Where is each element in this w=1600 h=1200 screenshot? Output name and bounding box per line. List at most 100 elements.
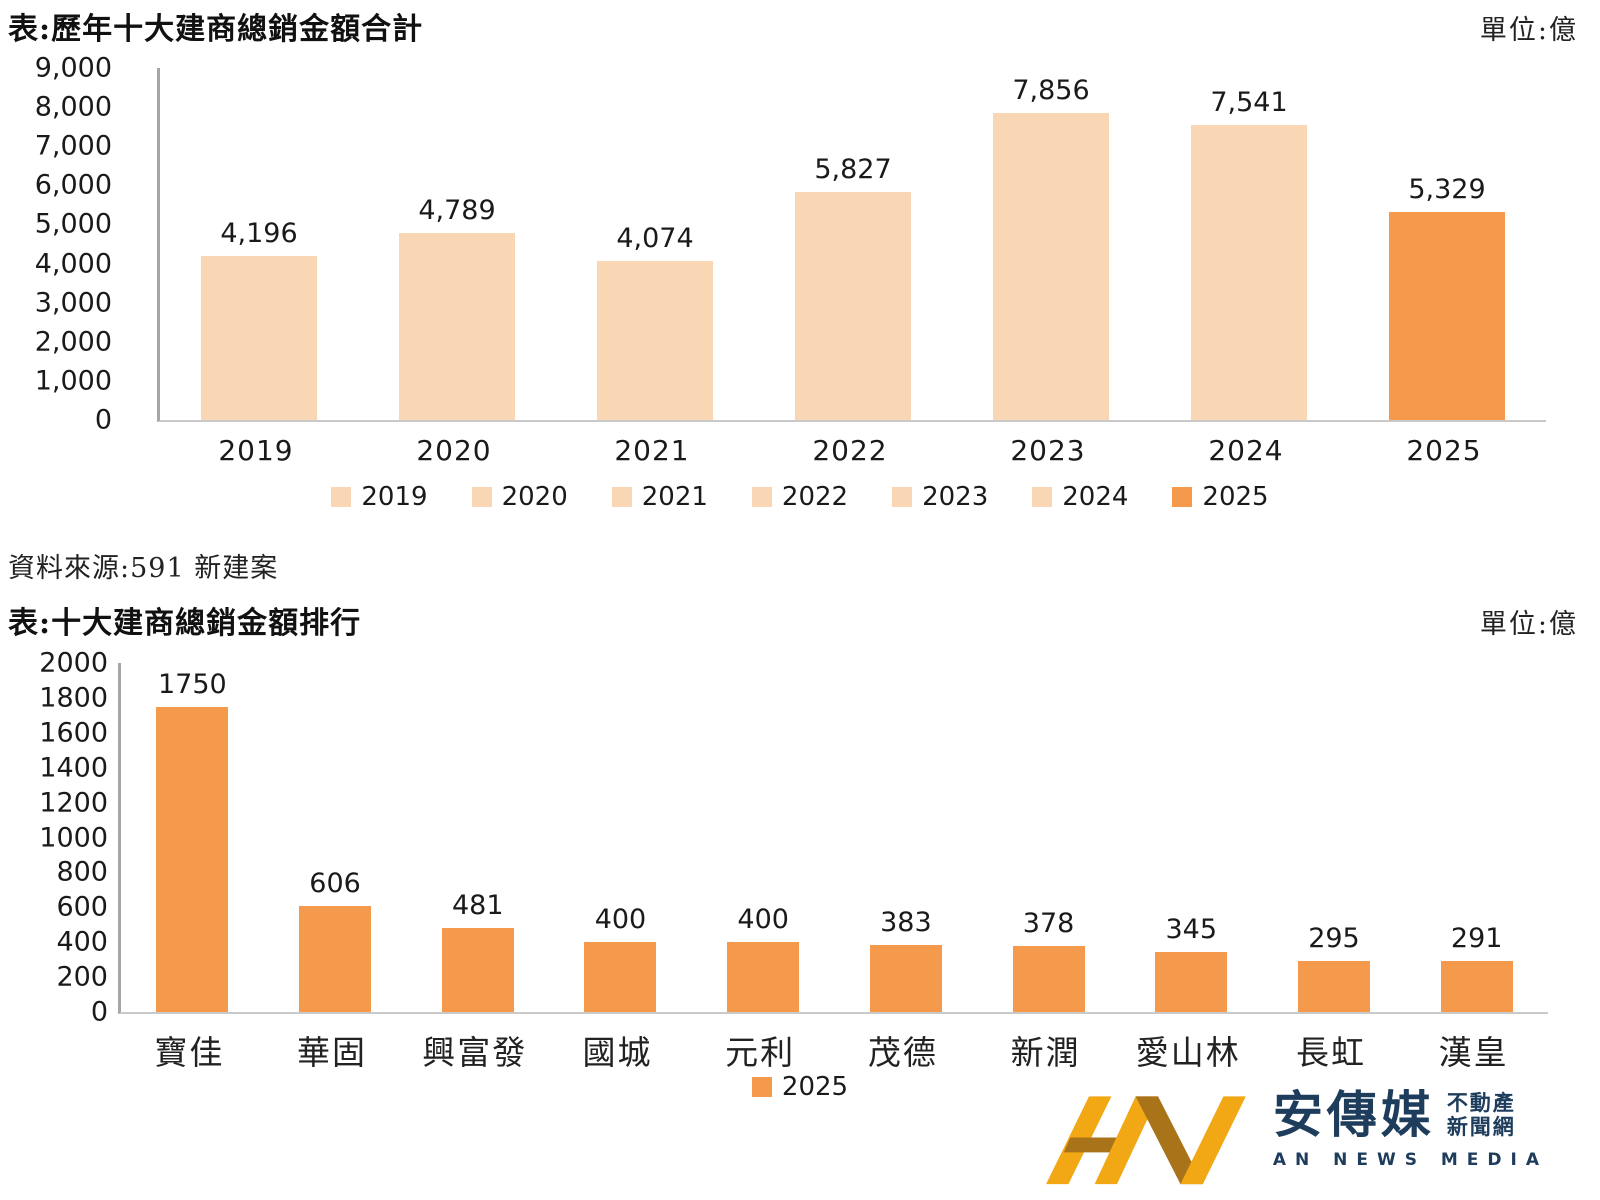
chart2-header: 表:十大建商總銷金額排行 單位:億 [0, 594, 1600, 644]
bar [1297, 960, 1370, 1012]
x-axis-category-label: 2021 [614, 434, 690, 467]
bar-value-label: 606 [309, 868, 361, 900]
legend-label: 2025 [781, 1072, 849, 1102]
bar [869, 945, 942, 1012]
bar-group: 295 [1263, 663, 1406, 1012]
chart2-title: 表:十大建商總銷金額排行 [8, 606, 362, 641]
x-axis-category-label: 寶佳 [154, 1033, 225, 1072]
an-monogram-icon [1045, 1096, 1246, 1185]
bar [1155, 951, 1228, 1012]
bar-value-label: 5,329 [1408, 173, 1486, 205]
y-axis-tick-label: 1,000 [34, 365, 112, 397]
chart2-unit-label: 單位:億 [1479, 609, 1578, 640]
y-axis-tick-label: 200 [56, 961, 108, 993]
logo-tagline-line1: 不動產 [1446, 1090, 1516, 1115]
legend-swatch [471, 487, 492, 507]
bar-group: 345 [1120, 663, 1263, 1012]
bar [1440, 961, 1513, 1012]
bar [795, 192, 911, 420]
chart1-x-axis: 2019 2020 2021 2022 2023 2024 2025 [157, 434, 1543, 467]
bar-value-label: 4,074 [616, 222, 694, 254]
bar-group: 7,541 [1150, 68, 1348, 420]
x-axis-category-label: 茂德 [867, 1033, 938, 1072]
legend-label: 2022 [781, 482, 849, 512]
logo-name-en: AN NEWS MEDIA [1272, 1150, 1548, 1170]
bar [1012, 946, 1085, 1012]
legend-item: 2024 [1032, 482, 1128, 512]
bar-group: 7,856 [952, 68, 1150, 420]
bar-value-label: 378 [1022, 908, 1075, 940]
bar [584, 942, 657, 1012]
y-axis-tick-label: 800 [56, 856, 108, 888]
y-axis-tick-label: 0 [90, 996, 108, 1028]
y-axis-tick-label: 1600 [39, 717, 108, 749]
annual-total-chart: 表:歷年十大建商總銷金額合計 單位:億 9,000 8,000 7,000 6,000… [0, 0, 1600, 540]
legend-label: 2024 [1062, 482, 1129, 512]
x-axis-category-label: 新潤 [1010, 1033, 1081, 1072]
bar-group: 5,827 [754, 68, 952, 420]
x-axis-category-label: 2020 [416, 434, 492, 467]
bar-value-label: 1750 [157, 668, 227, 700]
x-axis-category-label: 元利 [725, 1033, 796, 1072]
logo-tagline-line2: 新聞網 [1446, 1115, 1516, 1139]
legend-item: 2023 [892, 482, 988, 512]
bar [993, 112, 1109, 420]
chart2-bars: 1750 606 481 400 400 383 378 345 295 291 [121, 663, 1548, 1012]
chart1-title: 表:歷年十大建商總銷金額合計 [8, 12, 424, 47]
legend-item: 2025 [1172, 482, 1269, 512]
x-axis-category-label: 2023 [1010, 434, 1086, 467]
legend-item: 2019 [331, 482, 428, 512]
legend-label: 2019 [361, 482, 428, 512]
bar [201, 255, 317, 420]
y-axis-tick-label: 1800 [39, 682, 108, 714]
chart1-legend: 2019 2020 2021 2022 2023 2024 2025 [0, 482, 1600, 512]
x-axis-category-label: 興富發 [422, 1033, 528, 1072]
x-axis-category-label: 2022 [812, 434, 888, 467]
an-news-media-logo: 安傳媒 不動產 新聞網 AN NEWS MEDIA [1035, 1074, 1548, 1186]
bar-value-label: 400 [737, 904, 789, 936]
y-axis-tick-label: 400 [56, 926, 108, 958]
logo-tagline: 不動產 新聞網 [1447, 1091, 1516, 1139]
chart2-x-axis: 寶佳 華固 興富發 國城 元利 茂德 新潤 愛山林 長虹 漢皇 [118, 1026, 1545, 1074]
bar-value-label: 345 [1165, 913, 1218, 945]
x-axis-category-label: 愛山林 [1135, 1033, 1241, 1072]
data-source-note: 資料來源:591 新建案 [8, 553, 279, 584]
builder-ranking-chart: 表:十大建商總銷金額排行 單位:億 2000 1800 1600 1400 1200 10… [0, 594, 1600, 1114]
bar-value-label: 4,789 [418, 194, 496, 226]
bar-value-label: 7,541 [1210, 87, 1288, 119]
bar-group: 383 [835, 663, 978, 1012]
legend-label: 2020 [501, 482, 568, 512]
chart2-legend: 2025 [0, 1072, 1600, 1102]
legend-item: 2020 [471, 482, 568, 512]
bar [299, 906, 372, 1012]
bar [1389, 211, 1505, 420]
y-axis-tick-label: 5,000 [34, 208, 112, 240]
bar [399, 232, 515, 420]
bar-group: 400 [549, 663, 692, 1012]
y-axis-tick-label: 0 [94, 404, 112, 436]
bar-group: 481 [406, 663, 549, 1012]
x-axis-category-label: 2025 [1406, 434, 1482, 467]
chart1-bars: 4,196 4,789 4,074 5,827 7,856 7,541 5,329 [160, 68, 1546, 420]
bar [441, 928, 514, 1012]
legend-swatch [331, 487, 352, 507]
chart2-y-axis: 2000 1800 1600 1400 1200 1000 800 600 400 200 0 [0, 648, 108, 1028]
chart1-plot-area: 4,196 4,789 4,074 5,827 7,856 7,541 5,329 [157, 68, 1546, 422]
bar-group: 606 [264, 663, 407, 1012]
bar-group: 4,196 [160, 68, 358, 420]
bar-group: 400 [692, 663, 835, 1012]
bar-group: 1750 [121, 663, 264, 1012]
x-axis-category-label: 長虹 [1295, 1033, 1366, 1072]
chart2-plot-area: 1750 606 481 400 400 383 378 345 295 291 [118, 663, 1548, 1014]
x-axis-category-label: 漢皇 [1438, 1033, 1509, 1072]
y-axis-tick-label: 3,000 [34, 287, 112, 319]
legend-item: 2022 [751, 482, 849, 512]
x-axis-category-label: 國城 [582, 1033, 653, 1072]
y-axis-tick-label: 6,000 [34, 169, 112, 201]
y-axis-tick-label: 4,000 [34, 248, 112, 280]
y-axis-tick-label: 2,000 [34, 326, 112, 358]
logo-text-block: 安傳媒 不動產 新聞網 AN NEWS MEDIA [1273, 1090, 1548, 1170]
x-axis-category-label: 2024 [1208, 434, 1284, 467]
chart1-y-axis: 9,000 8,000 7,000 6,000 5,000 4,000 3,000 2,000… [0, 53, 112, 436]
y-axis-tick-label: 1400 [39, 752, 108, 784]
